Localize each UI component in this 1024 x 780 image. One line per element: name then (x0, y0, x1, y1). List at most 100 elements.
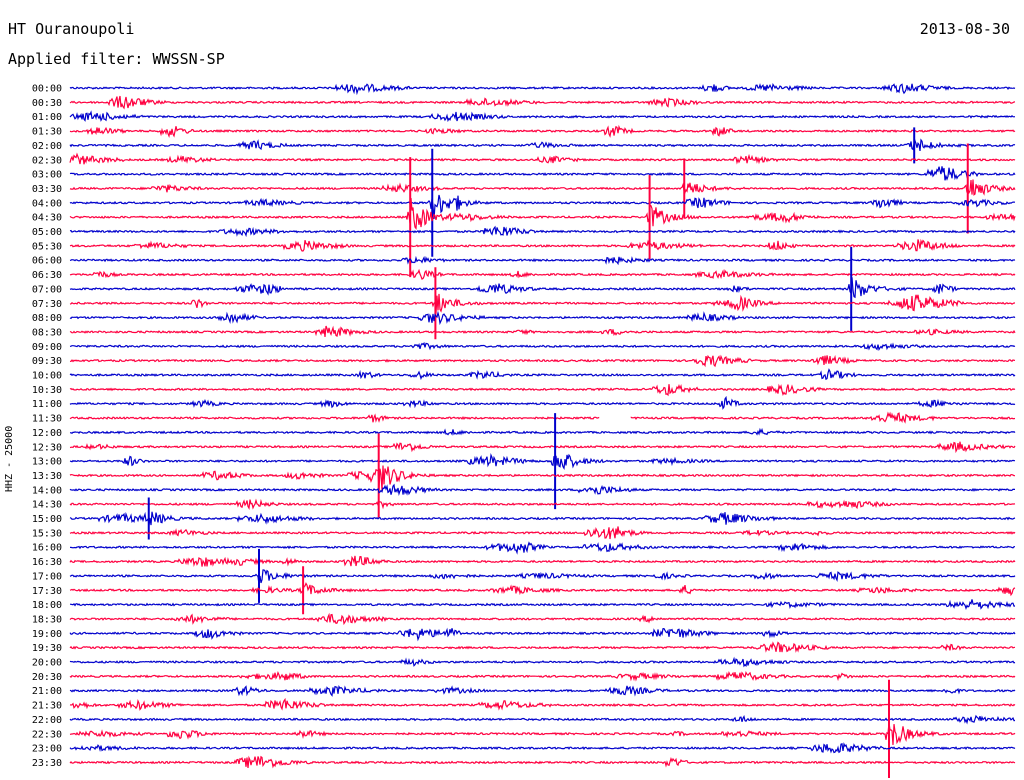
time-tick-label: 23:30 (32, 758, 62, 769)
seismic-trace-line (69, 179, 1016, 196)
time-tick-label: 16:30 (32, 557, 62, 568)
seismic-trace-line (69, 498, 1016, 510)
seismic-trace-line (69, 255, 1016, 266)
time-tick-label: 07:00 (32, 284, 62, 295)
time-tick-label: 10:30 (32, 385, 62, 396)
time-tick-label: 01:00 (32, 112, 62, 123)
time-tick-label: 10:00 (32, 371, 62, 382)
seismic-trace-line (69, 124, 1016, 139)
time-tick-label: 11:00 (32, 399, 62, 410)
time-tick-label: 18:00 (32, 600, 62, 611)
seismic-trace-line (69, 641, 1016, 653)
seismic-trace-line (69, 152, 1016, 165)
seismic-trace-line (69, 441, 1016, 454)
time-tick-label: 00:30 (32, 98, 62, 109)
time-tick-label: 14:30 (32, 500, 62, 511)
seismic-trace-line (69, 82, 1016, 96)
time-tick-label: 18:30 (32, 614, 62, 625)
seismic-trace-line (69, 310, 1016, 326)
time-tick-label: 04:30 (32, 213, 62, 224)
seismic-trace-line (69, 277, 1016, 299)
seismic-trace-line (69, 197, 1016, 230)
seismic-trace-line (69, 341, 1016, 351)
time-tick-label: 05:30 (32, 241, 62, 252)
time-tick-label: 19:00 (32, 629, 62, 640)
time-tick-label: 22:30 (32, 729, 62, 740)
time-tick-label: 22:00 (32, 715, 62, 726)
seismic-trace-line (69, 395, 1016, 410)
seismic-trace-line (69, 627, 1016, 642)
time-tick-label: 13:30 (32, 471, 62, 482)
seismic-trace-line (69, 411, 1016, 424)
time-tick-label: 08:00 (32, 313, 62, 324)
time-tick-label: 04:00 (32, 198, 62, 209)
time-tick-label: 14:00 (32, 485, 62, 496)
seismic-trace-line (69, 612, 1016, 626)
seismic-trace-line (69, 138, 1016, 151)
time-tick-label: 21:30 (32, 701, 62, 712)
seismic-trace-line (69, 555, 1016, 568)
seismic-trace-line (69, 383, 1016, 397)
time-tick-label: 03:30 (32, 184, 62, 195)
record-date: 2013-08-30 (919, 20, 1010, 38)
time-tick-label: 20:30 (32, 672, 62, 683)
time-tick-label: 02:00 (32, 141, 62, 152)
time-tick-label: 23:00 (32, 744, 62, 755)
time-tick-label: 07:30 (32, 299, 62, 310)
time-tick-label: 16:00 (32, 543, 62, 554)
time-tick-label: 13:00 (32, 457, 62, 468)
time-tick-label: 09:30 (32, 356, 62, 367)
time-tick-label: 06:30 (32, 270, 62, 281)
seismic-trace-line (69, 755, 1016, 769)
seismic-trace-line (69, 722, 1016, 745)
seismic-trace-line (69, 368, 1016, 381)
seismic-trace-line (69, 685, 1016, 697)
filter-label: Applied filter: WWSSN-SP (8, 50, 225, 68)
time-tick-label: 17:00 (32, 571, 62, 582)
data-gap (599, 410, 631, 425)
seismic-trace-line (69, 427, 1016, 436)
seismic-trace-line (69, 599, 1016, 611)
time-tick-label: 02:30 (32, 155, 62, 166)
seismic-trace-line (69, 465, 1015, 491)
seismic-trace-line (69, 742, 1016, 754)
seismic-trace-line (69, 225, 1016, 238)
seismic-trace-line (70, 541, 1015, 555)
time-tick-label: 01:30 (32, 127, 62, 138)
seismic-trace-line (69, 697, 1016, 711)
seismic-trace-line (69, 238, 1016, 252)
seismic-trace-line (69, 714, 1016, 725)
time-tick-label: 00:00 (32, 84, 62, 95)
time-tick-label: 06:00 (32, 256, 62, 267)
seismic-trace-line (69, 526, 1016, 540)
time-tick-label: 05:00 (32, 227, 62, 238)
time-tick-label: 12:30 (32, 442, 62, 453)
seismic-trace-line (69, 483, 1015, 497)
time-tick-label: 20:00 (32, 658, 62, 669)
time-tick-label: 19:30 (32, 643, 62, 654)
station-title: HT Ouranoupoli (8, 20, 135, 38)
seismic-trace-line (69, 293, 1015, 314)
seismic-trace-line (69, 453, 1016, 470)
seismic-trace-line (69, 166, 1016, 181)
time-tick-label: 08:30 (32, 327, 62, 338)
time-tick-label: 15:00 (32, 514, 62, 525)
seismic-trace-line (69, 671, 1016, 682)
seismic-trace-line (69, 194, 1016, 220)
seismic-trace-line (69, 325, 1016, 338)
time-tick-label: 21:00 (32, 686, 62, 697)
seismic-trace-line (69, 268, 1016, 280)
seismic-trace-line (69, 511, 1016, 526)
time-tick-label: 11:30 (32, 414, 62, 425)
seismic-trace-line (69, 110, 1016, 123)
time-tick-label: 09:00 (32, 342, 62, 353)
seismic-trace-line (69, 354, 1016, 368)
seismic-trace-line (69, 656, 1016, 668)
time-tick-label: 17:30 (32, 586, 62, 597)
seismic-trace-line (69, 582, 1016, 597)
seismic-trace-line (69, 569, 1016, 585)
time-tick-label: 03:00 (32, 170, 62, 181)
seismic-trace-line (69, 95, 1016, 110)
time-tick-label: 12:00 (32, 428, 62, 439)
